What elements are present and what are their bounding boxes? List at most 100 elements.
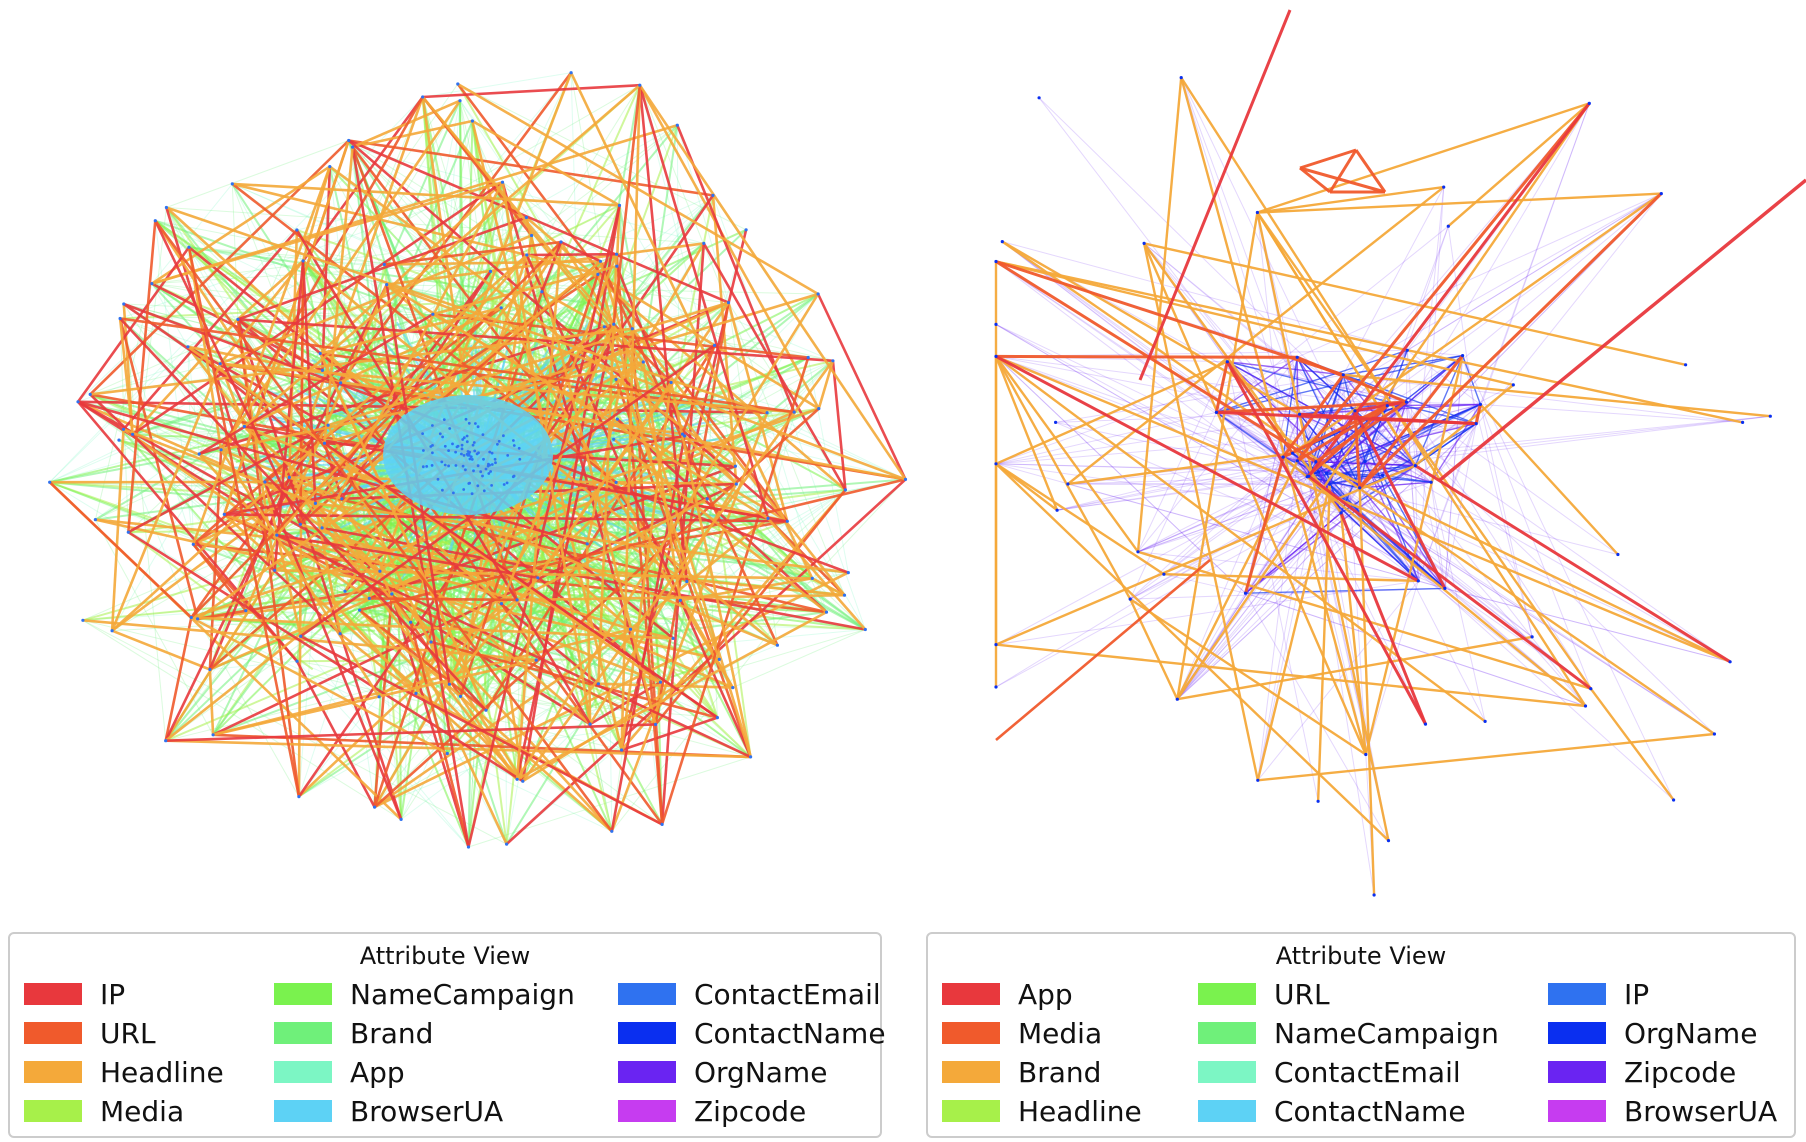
network-edge bbox=[515, 293, 820, 780]
network-node bbox=[441, 435, 444, 439]
network-node bbox=[598, 259, 603, 263]
network-edge bbox=[192, 543, 448, 754]
network-edge bbox=[995, 355, 1298, 462]
network-edge bbox=[111, 629, 211, 671]
network-node bbox=[515, 777, 519, 781]
network-edge bbox=[373, 628, 632, 809]
legend-label: BrowserUA bbox=[350, 1094, 504, 1128]
network-edge bbox=[319, 181, 504, 355]
network-node bbox=[436, 477, 440, 481]
network-edge bbox=[560, 240, 601, 263]
network-edge bbox=[164, 569, 276, 742]
network-edge bbox=[816, 293, 907, 480]
network-node bbox=[903, 477, 908, 481]
network-edge bbox=[526, 253, 599, 276]
network-node bbox=[447, 449, 450, 452]
network-node bbox=[660, 822, 664, 827]
network-node bbox=[705, 497, 709, 501]
network-edge bbox=[220, 448, 343, 501]
network-node bbox=[429, 640, 433, 644]
network-node bbox=[994, 462, 998, 466]
network-edge bbox=[468, 756, 751, 848]
network-edge bbox=[995, 323, 1331, 485]
network-edge bbox=[243, 425, 778, 647]
network-edge bbox=[1257, 185, 1444, 214]
network-edge bbox=[151, 165, 331, 285]
network-node bbox=[806, 355, 810, 360]
network-node bbox=[1314, 460, 1318, 464]
legend-swatch bbox=[942, 1022, 1000, 1044]
network-edge bbox=[995, 260, 1317, 463]
network-node bbox=[1281, 455, 1285, 459]
legend-item: URL bbox=[24, 1015, 156, 1051]
network-edge bbox=[119, 317, 487, 712]
legend-title: Attribute View bbox=[1275, 942, 1447, 970]
network-edge bbox=[319, 306, 502, 355]
network-node bbox=[675, 123, 679, 127]
network-node bbox=[458, 694, 463, 699]
network-edge bbox=[1339, 512, 1427, 725]
network-node bbox=[785, 519, 789, 523]
legend-label: IP bbox=[100, 977, 126, 1011]
network-node bbox=[994, 354, 998, 358]
network-node bbox=[222, 512, 226, 517]
network-node bbox=[610, 829, 614, 833]
network-edge bbox=[1365, 580, 1419, 755]
network-node bbox=[460, 452, 463, 456]
network-node bbox=[1587, 101, 1591, 105]
network-edge bbox=[616, 418, 828, 614]
network-node bbox=[164, 205, 168, 210]
network-edge bbox=[208, 669, 215, 735]
network-node bbox=[297, 795, 301, 799]
right-legend: Attribute View App Media Brand Headline URL N… bbox=[926, 932, 1796, 1138]
network-node bbox=[458, 99, 462, 103]
network-node bbox=[421, 465, 425, 469]
legend-item: ContactName bbox=[1198, 1093, 1466, 1129]
network-edge bbox=[521, 360, 834, 782]
network-node bbox=[1589, 687, 1593, 691]
legend-swatch bbox=[1548, 1100, 1606, 1122]
network-node bbox=[512, 439, 515, 442]
network-node bbox=[442, 418, 446, 421]
network-edge bbox=[611, 578, 813, 832]
network-node bbox=[81, 618, 85, 622]
network-edge bbox=[298, 433, 684, 798]
network-node bbox=[110, 629, 114, 633]
network-edge bbox=[459, 695, 519, 781]
network-edge bbox=[531, 235, 834, 362]
network-node bbox=[236, 317, 240, 321]
legend-item: URL bbox=[1198, 976, 1330, 1012]
network-node bbox=[540, 290, 544, 294]
network-node bbox=[462, 488, 466, 491]
network-edge bbox=[1176, 475, 1383, 700]
network-node bbox=[470, 492, 474, 496]
network-node bbox=[347, 138, 351, 143]
network-edge bbox=[187, 246, 223, 451]
legend-label: ContactEmail bbox=[1274, 1055, 1461, 1089]
network-edge bbox=[603, 326, 721, 660]
network-edge bbox=[49, 481, 381, 600]
network-edge bbox=[127, 220, 157, 533]
network-node bbox=[559, 240, 563, 244]
network-edge bbox=[1364, 403, 1481, 463]
network-node bbox=[189, 615, 193, 620]
network-edge bbox=[471, 119, 621, 207]
network-edge bbox=[1245, 592, 1586, 707]
network-edge bbox=[1299, 166, 1331, 194]
network-node bbox=[481, 474, 484, 478]
network-edge bbox=[1299, 166, 1386, 194]
network-edge bbox=[638, 84, 907, 481]
network-edge bbox=[187, 84, 641, 348]
network-edge bbox=[612, 85, 642, 325]
network-edge bbox=[110, 429, 125, 631]
network-node bbox=[505, 481, 509, 485]
network-edge bbox=[1067, 452, 1293, 486]
network-edge bbox=[1216, 412, 1342, 514]
network-edge bbox=[76, 246, 191, 403]
network-edge bbox=[1245, 472, 1327, 594]
network-node bbox=[474, 422, 477, 425]
legend-swatch bbox=[24, 983, 82, 1005]
network-edge bbox=[522, 658, 720, 783]
network-edge bbox=[615, 254, 664, 825]
network-node bbox=[390, 592, 394, 596]
